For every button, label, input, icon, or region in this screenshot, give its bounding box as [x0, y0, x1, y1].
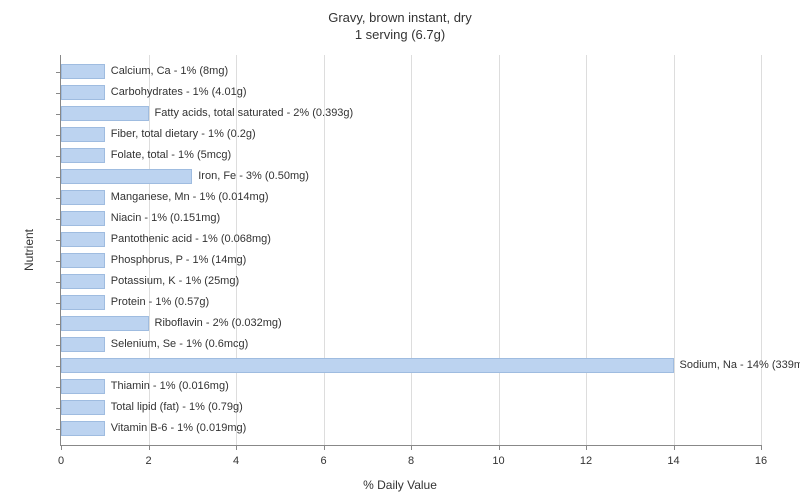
nutrient-bar	[61, 316, 149, 331]
nutrient-bar	[61, 211, 105, 226]
nutrient-chart: Gravy, brown instant, dry 1 serving (6.7…	[0, 0, 800, 500]
x-tick-label: 4	[233, 455, 239, 467]
nutrient-bar-label: Folate, total - 1% (5mcg)	[111, 148, 231, 163]
x-tick	[324, 445, 325, 450]
nutrient-bar-label: Vitamin B-6 - 1% (0.019mg)	[111, 421, 247, 436]
gridline	[761, 55, 762, 445]
nutrient-bar	[61, 169, 192, 184]
nutrient-bar-label: Pantothenic acid - 1% (0.068mg)	[111, 232, 271, 247]
x-tick-label: 8	[408, 455, 414, 467]
x-tick	[761, 445, 762, 450]
nutrient-bar	[61, 274, 105, 289]
nutrient-bar-label: Potassium, K - 1% (25mg)	[111, 274, 239, 289]
x-tick	[236, 445, 237, 450]
title-line-1: Gravy, brown instant, dry	[328, 10, 472, 25]
gridline	[411, 55, 412, 445]
x-tick	[61, 445, 62, 450]
x-tick-label: 12	[580, 455, 592, 467]
nutrient-bar	[61, 148, 105, 163]
nutrient-bar	[61, 64, 105, 79]
x-tick-label: 2	[145, 455, 151, 467]
nutrient-bar-label: Riboflavin - 2% (0.032mg)	[155, 316, 282, 331]
x-tick	[149, 445, 150, 450]
x-tick	[499, 445, 500, 450]
plot-area: 0246810121416Calcium, Ca - 1% (8mg)Carbo…	[60, 55, 761, 446]
x-tick-label: 0	[58, 455, 64, 467]
title-line-2: 1 serving (6.7g)	[355, 27, 445, 42]
nutrient-bar-label: Niacin - 1% (0.151mg)	[111, 211, 220, 226]
nutrient-bar	[61, 421, 105, 436]
nutrient-bar-label: Protein - 1% (0.57g)	[111, 295, 209, 310]
x-tick-label: 6	[320, 455, 326, 467]
nutrient-bar	[61, 295, 105, 310]
nutrient-bar-label: Selenium, Se - 1% (0.6mcg)	[111, 337, 249, 352]
nutrient-bar-label: Calcium, Ca - 1% (8mg)	[111, 64, 228, 79]
nutrient-bar-label: Fiber, total dietary - 1% (0.2g)	[111, 127, 256, 142]
gridline	[674, 55, 675, 445]
nutrient-bar-label: Fatty acids, total saturated - 2% (0.393…	[155, 106, 354, 121]
nutrient-bar-label: Total lipid (fat) - 1% (0.79g)	[111, 400, 243, 415]
nutrient-bar	[61, 253, 105, 268]
nutrient-bar-label: Carbohydrates - 1% (4.01g)	[111, 85, 247, 100]
x-tick-label: 16	[755, 455, 767, 467]
nutrient-bar-label: Thiamin - 1% (0.016mg)	[111, 379, 229, 394]
x-tick-label: 10	[492, 455, 504, 467]
nutrient-bar	[61, 379, 105, 394]
x-tick-label: 14	[667, 455, 679, 467]
nutrient-bar	[61, 127, 105, 142]
x-axis-label: % Daily Value	[0, 478, 800, 492]
y-axis-label: Nutrient	[22, 229, 36, 271]
nutrient-bar	[61, 190, 105, 205]
gridline	[499, 55, 500, 445]
x-tick	[411, 445, 412, 450]
nutrient-bar	[61, 358, 674, 373]
gridline	[586, 55, 587, 445]
nutrient-bar	[61, 106, 149, 121]
nutrient-bar	[61, 85, 105, 100]
nutrient-bar	[61, 400, 105, 415]
nutrient-bar-label: Phosphorus, P - 1% (14mg)	[111, 253, 247, 268]
nutrient-bar	[61, 337, 105, 352]
nutrient-bar-label: Manganese, Mn - 1% (0.014mg)	[111, 190, 269, 205]
x-tick	[586, 445, 587, 450]
chart-title: Gravy, brown instant, dry 1 serving (6.7…	[0, 10, 800, 44]
nutrient-bar-label: Iron, Fe - 3% (0.50mg)	[198, 169, 309, 184]
nutrient-bar	[61, 232, 105, 247]
x-tick	[674, 445, 675, 450]
nutrient-bar-label: Sodium, Na - 14% (339mg)	[680, 358, 800, 373]
